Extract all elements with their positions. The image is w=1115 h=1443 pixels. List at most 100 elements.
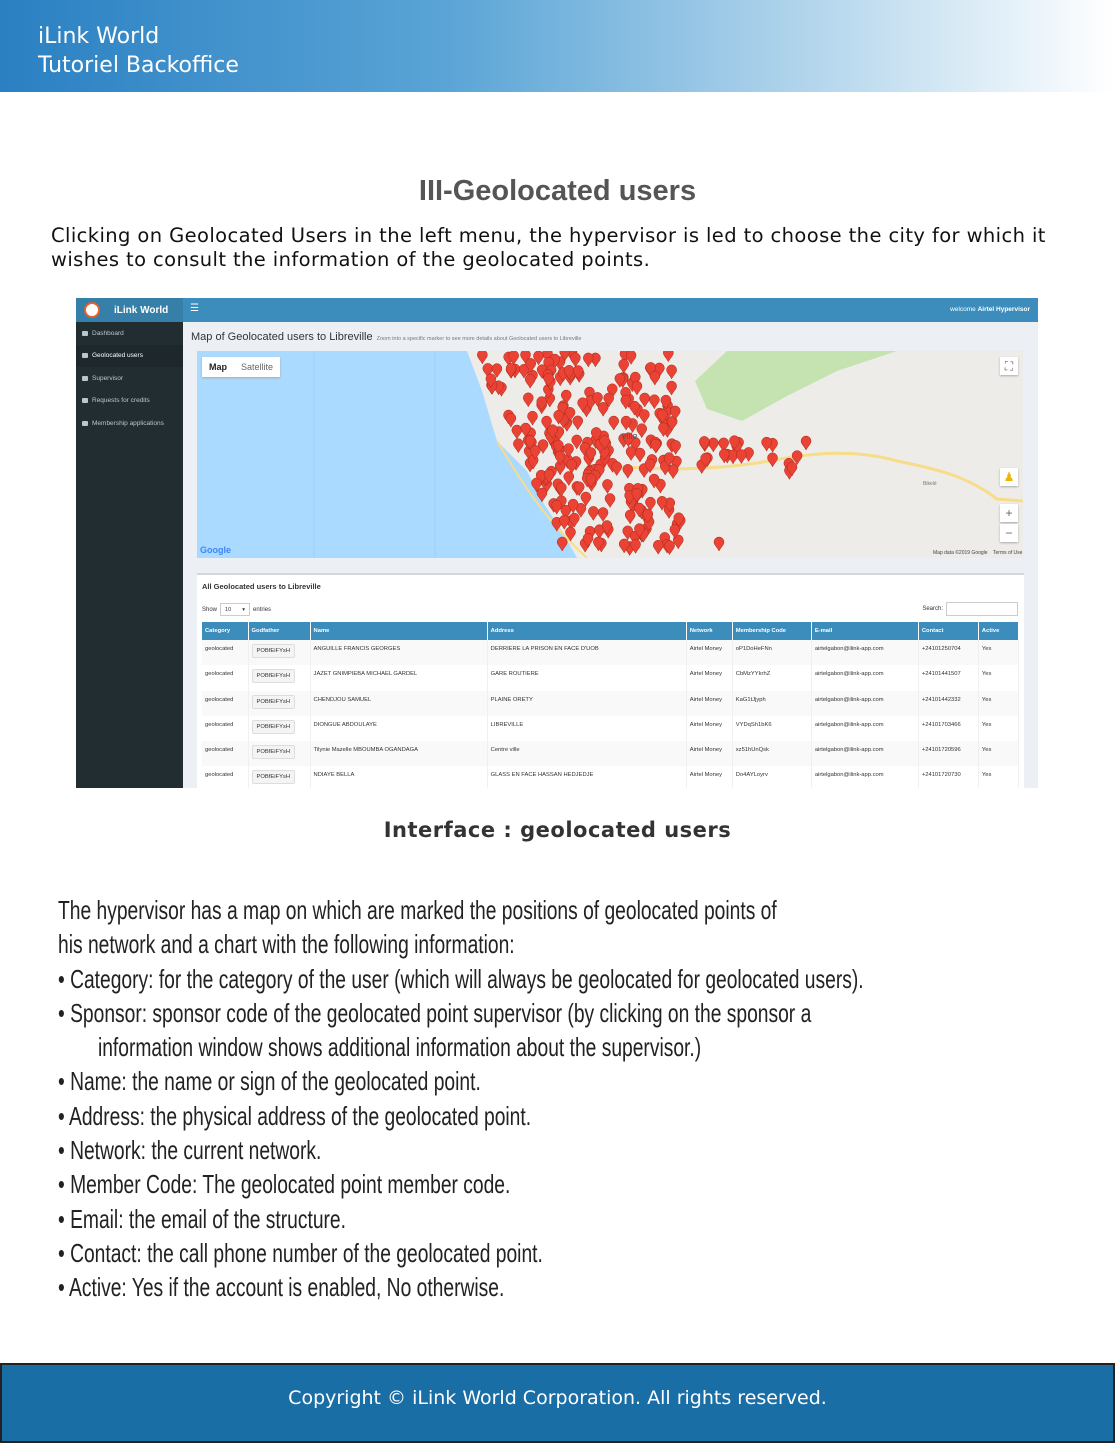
map-marker[interactable] xyxy=(786,461,798,477)
map-marker[interactable] xyxy=(571,434,582,450)
column-header[interactable]: Active xyxy=(978,622,1020,640)
map-marker[interactable] xyxy=(559,351,571,362)
map-marker[interactable] xyxy=(543,469,555,484)
map-marker[interactable] xyxy=(588,506,599,521)
map-marker[interactable] xyxy=(520,422,531,438)
map-marker[interactable] xyxy=(736,449,747,465)
map-marker[interactable] xyxy=(594,524,605,540)
map-marker[interactable] xyxy=(554,450,566,466)
godfather-button[interactable]: POBfEiFYsH xyxy=(251,644,296,658)
map-marker[interactable] xyxy=(614,373,626,388)
map-marker[interactable] xyxy=(625,446,637,462)
satellite-tab[interactable]: Satellite xyxy=(241,362,274,372)
map-marker[interactable] xyxy=(669,524,681,539)
map-marker[interactable] xyxy=(593,536,604,552)
map-marker[interactable] xyxy=(567,498,579,514)
menu-toggle-icon[interactable]: ☰ xyxy=(190,303,199,314)
map-marker[interactable] xyxy=(485,373,497,389)
map-marker[interactable] xyxy=(618,358,629,374)
map-marker[interactable] xyxy=(551,499,562,515)
map-marker[interactable] xyxy=(556,536,568,552)
map-marker[interactable] xyxy=(563,365,575,380)
godfather-button[interactable]: POBfEiFYsH xyxy=(251,669,296,684)
map-marker[interactable] xyxy=(556,482,567,497)
map-marker[interactable] xyxy=(658,422,669,438)
zoom-in-button[interactable]: + xyxy=(1000,504,1018,522)
map-marker[interactable] xyxy=(603,392,614,408)
map-marker[interactable] xyxy=(642,508,654,524)
map-marker[interactable] xyxy=(634,502,645,518)
map-marker[interactable] xyxy=(634,523,645,539)
map-marker[interactable] xyxy=(656,496,668,511)
map-marker[interactable] xyxy=(508,351,519,366)
map-marker[interactable] xyxy=(482,363,494,378)
godfather-button[interactable]: POBfEiFYsH xyxy=(251,745,296,760)
map-marker[interactable] xyxy=(629,400,640,416)
map-marker[interactable] xyxy=(599,435,610,451)
godfather-button[interactable]: POBfEiFYsH xyxy=(251,694,296,709)
map-marker[interactable] xyxy=(718,437,729,453)
map-marker[interactable] xyxy=(536,396,547,412)
map-marker[interactable] xyxy=(664,540,675,556)
map-marker[interactable] xyxy=(645,496,656,512)
map-marker[interactable] xyxy=(531,477,542,493)
map-marker[interactable] xyxy=(565,526,576,542)
column-header[interactable]: E-mail xyxy=(811,622,919,640)
map-marker[interactable] xyxy=(572,365,584,381)
sidebar-item[interactable]: Geolocated users xyxy=(76,344,183,367)
map-marker[interactable] xyxy=(648,473,660,489)
map-marker[interactable] xyxy=(620,394,632,410)
map-marker[interactable] xyxy=(563,443,574,459)
map-marker[interactable] xyxy=(527,411,538,426)
map-marker[interactable] xyxy=(650,438,661,454)
map-marker[interactable] xyxy=(572,415,583,431)
zoom-out-button[interactable]: − xyxy=(1000,524,1018,542)
sidebar-item[interactable]: Supervisor xyxy=(76,367,183,390)
map-marker[interactable] xyxy=(524,374,536,389)
map-marker[interactable] xyxy=(639,392,650,408)
column-header[interactable]: Category xyxy=(202,622,249,640)
map-marker[interactable] xyxy=(543,372,554,388)
map-marker[interactable] xyxy=(525,358,537,373)
street-view-pegman-icon[interactable]: ♟ xyxy=(1000,468,1018,486)
map-marker[interactable] xyxy=(602,479,613,494)
map[interactable]: Map Satellite ⛶ ♟ + − ville Bikelé Google… xyxy=(197,351,1023,558)
map-marker[interactable] xyxy=(590,427,602,442)
map-marker[interactable] xyxy=(580,491,592,507)
map-marker[interactable] xyxy=(608,415,619,431)
map-marker[interactable] xyxy=(583,352,594,368)
sidebar-item[interactable]: Membership applications xyxy=(76,412,183,435)
map-marker[interactable] xyxy=(657,409,668,424)
map-marker[interactable] xyxy=(577,397,588,413)
map-marker[interactable] xyxy=(547,424,558,440)
map-marker[interactable] xyxy=(663,351,674,363)
map-marker[interactable] xyxy=(622,464,634,479)
map-marker[interactable] xyxy=(649,394,660,410)
map-marker[interactable] xyxy=(663,452,675,468)
map-marker[interactable] xyxy=(670,440,681,455)
map-marker[interactable] xyxy=(791,450,803,466)
fullscreen-icon[interactable]: ⛶ xyxy=(1000,357,1018,375)
map-marker[interactable] xyxy=(569,512,580,528)
map-marker[interactable] xyxy=(566,459,577,474)
map-marker[interactable] xyxy=(666,380,677,396)
map-marker[interactable] xyxy=(719,448,730,464)
map-marker[interactable] xyxy=(767,452,778,468)
godfather-button[interactable]: POBfEiFYsH xyxy=(251,770,296,785)
map-marker[interactable] xyxy=(560,504,572,520)
map-marker[interactable] xyxy=(592,392,603,407)
column-header[interactable]: Godfather xyxy=(248,622,311,640)
map-marker[interactable] xyxy=(513,438,524,454)
map-marker[interactable] xyxy=(699,436,710,451)
sidebar-item[interactable]: Dashboard xyxy=(76,322,183,345)
map-marker[interactable] xyxy=(524,435,536,450)
map-marker[interactable] xyxy=(575,503,587,518)
app-logo[interactable]: iLink World xyxy=(76,298,183,322)
godfather-button[interactable]: POBfEiFYsH xyxy=(251,719,296,734)
map-marker[interactable] xyxy=(604,493,616,509)
map-marker[interactable] xyxy=(559,515,570,530)
map-marker[interactable] xyxy=(505,412,517,428)
map-marker[interactable] xyxy=(601,520,613,536)
map-marker[interactable] xyxy=(729,435,740,451)
map-marker[interactable] xyxy=(624,509,636,525)
